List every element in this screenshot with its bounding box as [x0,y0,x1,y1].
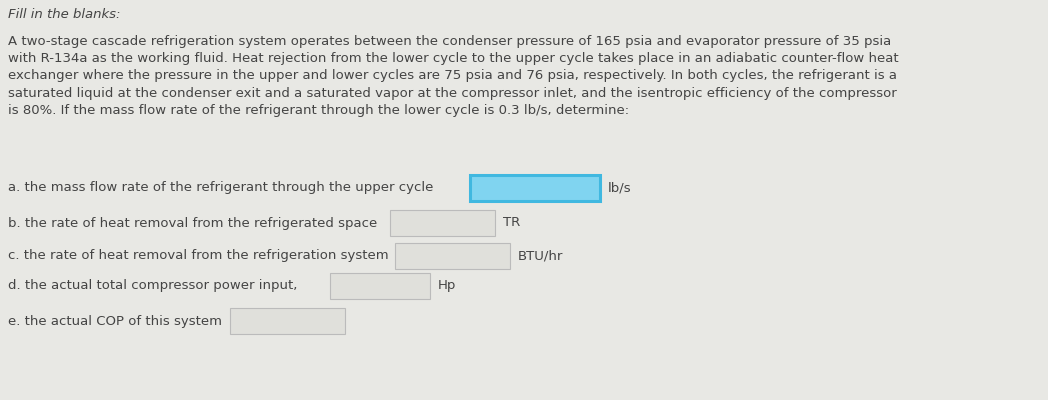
Bar [395,243,510,269]
Text: lb/s: lb/s [608,182,632,194]
Text: Hp: Hp [438,280,456,292]
Text: c. the rate of heat removal from the refrigeration system: c. the rate of heat removal from the ref… [8,250,389,262]
Text: BTU/hr: BTU/hr [518,250,564,262]
Text: d. the actual total compressor power input,: d. the actual total compressor power inp… [8,280,298,292]
Text: Fill in the blanks:: Fill in the blanks: [8,8,121,21]
Text: TR: TR [503,216,520,230]
Bar [330,273,430,299]
Bar [470,175,601,201]
Bar [390,210,495,236]
Text: e. the actual COP of this system: e. the actual COP of this system [8,314,222,328]
Text: a. the mass flow rate of the refrigerant through the upper cycle: a. the mass flow rate of the refrigerant… [8,182,434,194]
Text: A two-stage cascade refrigeration system operates between the condenser pressure: A two-stage cascade refrigeration system… [8,35,898,117]
Text: b. the rate of heat removal from the refrigerated space: b. the rate of heat removal from the ref… [8,216,377,230]
Bar [230,308,345,334]
